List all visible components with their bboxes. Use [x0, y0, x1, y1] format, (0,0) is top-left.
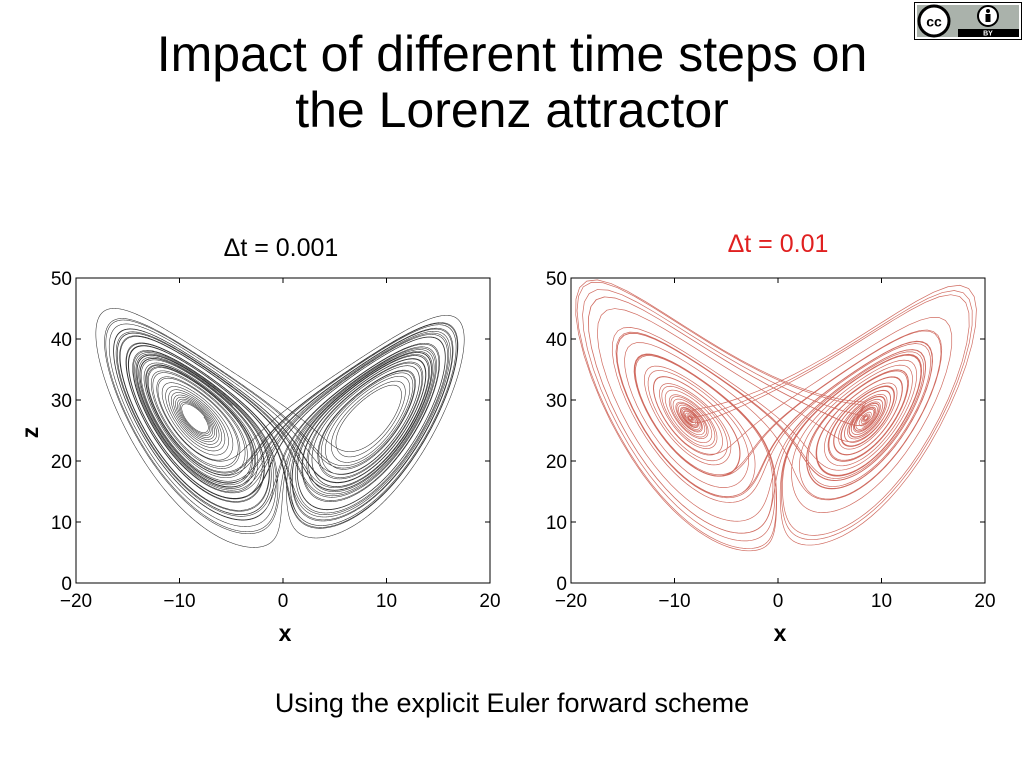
- lorenz-charts: −20 −10 0 10 20 0 10 20 30 40 50 Δt = 0.001 x z −20 −10…: [17, 230, 996, 646]
- x-axis-label: x: [774, 620, 787, 646]
- x-tick-label: −10: [658, 591, 690, 612]
- x-tick-label: 0: [278, 591, 289, 612]
- cc-icon: cc: [917, 4, 951, 38]
- slide-title-line1: Impact of different time steps on: [156, 26, 868, 82]
- x-tick-label: 20: [479, 591, 500, 612]
- y-tick-label: 50: [546, 269, 567, 290]
- cc-by-license-badge: cc BY: [914, 2, 1022, 40]
- chart-panel-2: −20 −10 0 10 20 0 10 20 30 40 50 Δt = 0.01 x: [546, 230, 996, 646]
- slide-subtitle: Using the explicit Euler forward scheme: [274, 688, 750, 718]
- trajectory-series-1: [575, 279, 977, 552]
- y-tick-label: 20: [546, 452, 567, 473]
- x-tick-label: 0: [773, 591, 784, 612]
- svg-text:cc: cc: [926, 14, 942, 30]
- plot-area-frame: [570, 277, 986, 584]
- x-tick-label: −10: [163, 591, 195, 612]
- y-tick-label: 40: [51, 330, 72, 351]
- slide-title: Impact of different time steps on the Lo…: [0, 26, 1024, 138]
- y-tick-label: 40: [546, 330, 567, 351]
- chart-panel-1: −20 −10 0 10 20 0 10 20 30 40 50 Δt = 0.001 x z: [17, 234, 501, 646]
- x-tick-label: −20: [555, 591, 587, 612]
- chart-title: Δt = 0.01: [728, 230, 829, 258]
- y-tick-label: 30: [546, 391, 567, 412]
- y-tick-label: 10: [51, 513, 72, 534]
- y-tick-label: 50: [51, 269, 72, 290]
- license-badge-text: BY: [983, 31, 993, 38]
- y-tick-label: 30: [51, 391, 72, 412]
- slide-title-line2: the Lorenz attractor: [295, 82, 729, 138]
- trajectory-series-1: [95, 308, 465, 548]
- attribution-person-icon: [977, 5, 999, 27]
- plot-area-frame: [75, 277, 491, 584]
- y-tick-label: 20: [51, 452, 72, 473]
- y-axis-label: z: [17, 427, 43, 439]
- x-axis-label: x: [279, 620, 292, 646]
- chart-title: Δt = 0.001: [224, 234, 339, 262]
- x-tick-label: 20: [974, 591, 995, 612]
- y-tick-label: 10: [546, 513, 567, 534]
- y-tick-label: 0: [556, 574, 567, 595]
- x-tick-label: 10: [871, 591, 892, 612]
- y-tick-label: 0: [61, 574, 72, 595]
- x-tick-label: −20: [60, 591, 92, 612]
- x-tick-label: 10: [376, 591, 397, 612]
